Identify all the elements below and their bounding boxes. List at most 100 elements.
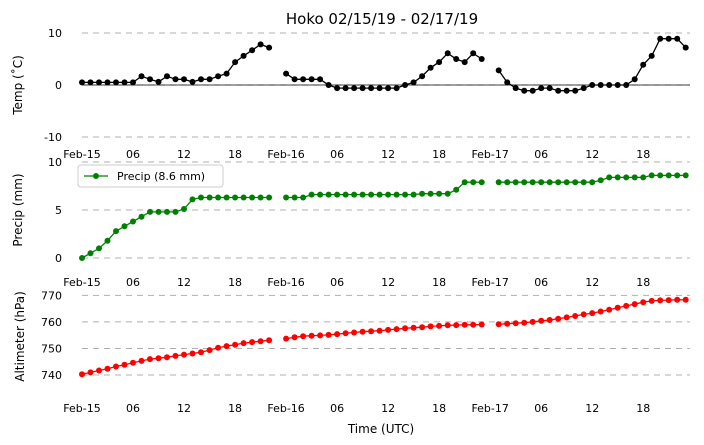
data-point [410,79,417,86]
series [79,296,689,378]
data-point [385,326,392,333]
data-point [597,177,604,184]
data-point [206,347,213,354]
data-point [87,79,94,86]
x-tick-label: 06 [126,148,140,161]
data-point [121,223,128,230]
data-point [317,191,324,198]
x-tick-label: 18 [432,276,446,289]
data-point [589,82,596,88]
data-point [648,52,655,59]
data-point [657,35,664,42]
data-point [266,44,273,51]
data-point [249,339,256,346]
data-point [359,328,366,335]
data-point [402,82,409,88]
x-tick-label: 06 [534,276,548,289]
data-point [266,337,273,344]
data-point [563,87,570,94]
data-point [113,363,119,370]
data-point [291,334,298,341]
data-point [155,355,162,362]
x-tick-label: 12 [585,402,599,415]
data-point [368,85,375,92]
data-point [87,369,94,376]
y-axis-label: Temp (˚C) [10,55,25,116]
data-point [240,52,247,59]
data-point [181,76,187,83]
data-point [453,322,460,329]
data-point [257,194,264,201]
data-point [104,79,111,86]
data-point [606,82,613,88]
series-line [82,38,687,92]
data-point [580,179,587,186]
data-point [495,321,502,328]
y-tick-label: 760 [41,316,62,329]
data-point [504,179,511,186]
data-point [521,319,528,326]
data-point [427,64,434,71]
data-point [300,76,307,83]
data-point [589,310,596,317]
data-point [325,191,332,198]
y-tick-label: 750 [41,342,62,355]
data-point [427,323,434,330]
data-point [240,194,247,201]
series-line [81,174,686,259]
data-point [640,174,647,181]
data-point [529,87,536,94]
data-point [130,218,136,225]
data-point [130,359,136,366]
data-point [623,82,630,88]
data-point [87,250,94,257]
data-point [249,47,256,54]
data-point [470,50,477,57]
data-point [308,76,315,83]
data-point [665,172,672,179]
data-point [249,194,256,201]
data-point [648,297,655,304]
data-point [444,322,451,329]
data-point [580,311,587,318]
y-axis-label: Altimeter (hPa) [13,291,27,382]
data-point [308,332,315,339]
data-point [538,317,545,324]
data-point [546,179,553,186]
data-point [96,245,102,252]
data-point [104,237,111,244]
data-point [147,76,153,83]
data-point [461,321,468,328]
x-tick-label: 12 [177,148,191,161]
data-point [478,321,485,328]
data-point [478,56,485,62]
data-point [529,318,536,325]
data-point [189,350,196,357]
data-point [257,41,264,48]
x-tick-label: Feb-15 [63,276,100,289]
data-point [495,67,502,74]
x-tick-label: Feb-17 [471,276,508,289]
data-point [631,76,638,83]
data-point [96,367,102,374]
data-point [665,35,672,42]
data-point [215,194,222,201]
data-point [266,194,273,201]
x-tick-label: 18 [228,148,242,161]
data-point [529,179,536,186]
x-tick-label: 06 [534,148,548,161]
data-point [164,73,170,80]
data-point [79,371,85,378]
x-tick-label: 18 [432,148,446,161]
data-point [325,82,332,88]
data-point [674,35,681,42]
x-tick-label: 06 [534,402,548,415]
data-point [393,326,400,333]
x-axis-label: Time (UTC) [347,422,414,436]
data-point [317,332,324,339]
x-tick-label: 12 [381,276,395,289]
data-point [674,172,681,179]
data-point [623,174,630,181]
x-tick-label: 12 [381,148,395,161]
data-point [147,208,153,215]
